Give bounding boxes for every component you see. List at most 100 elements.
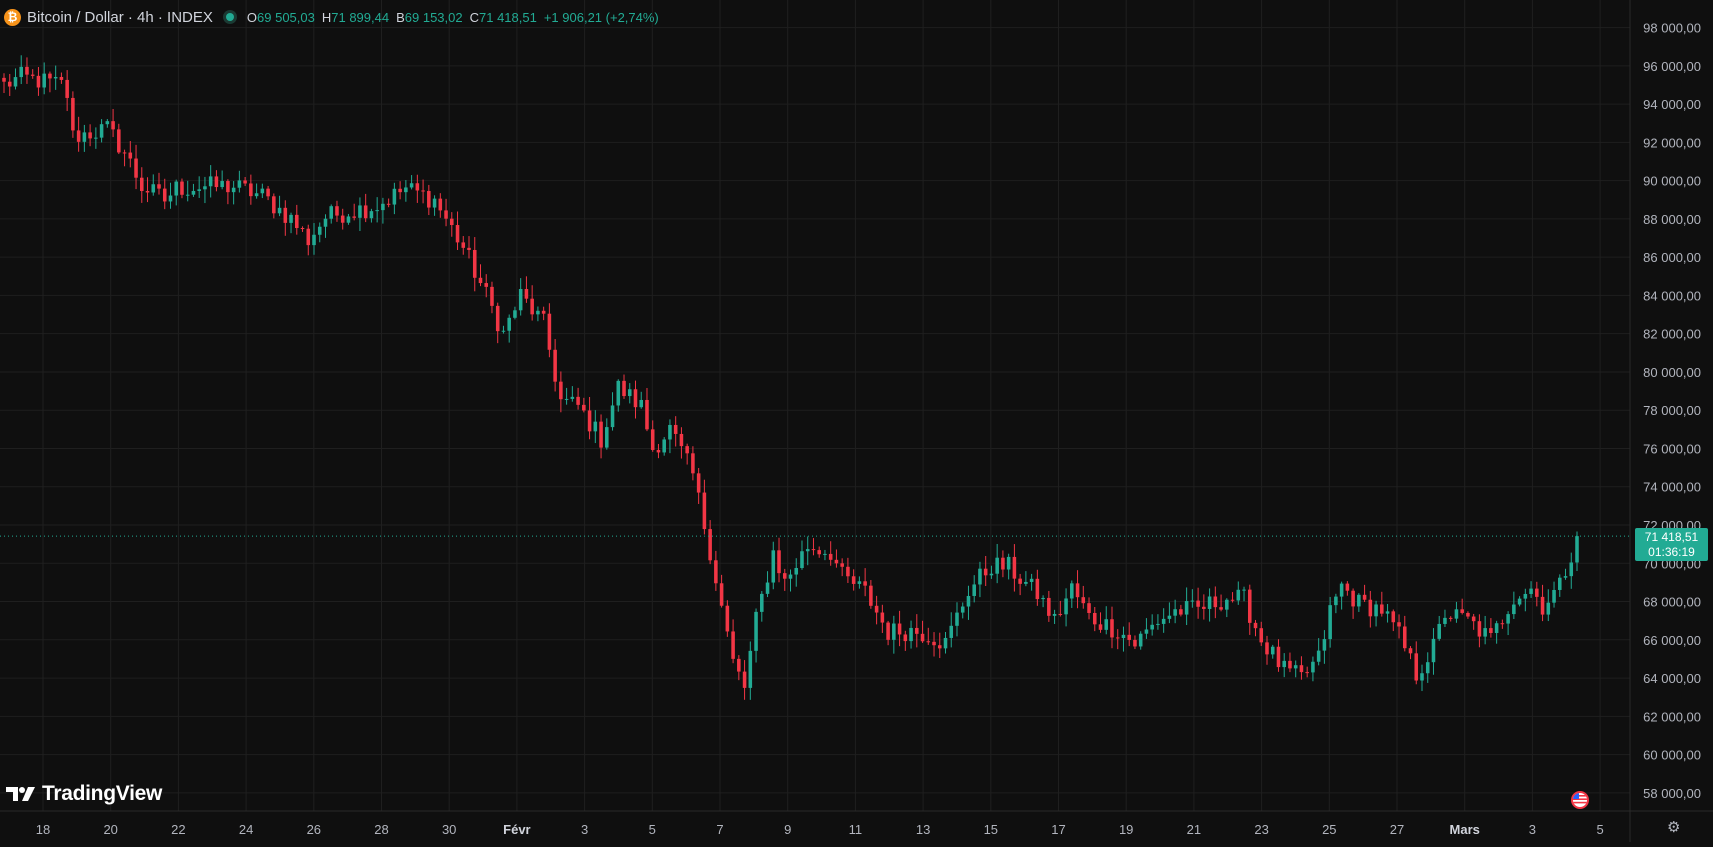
candle[interactable] [1477,614,1482,648]
candle[interactable] [1305,666,1309,678]
candle[interactable] [111,109,115,138]
candle[interactable] [1259,621,1264,646]
candle[interactable] [737,655,741,681]
candle[interactable] [128,141,133,168]
candle[interactable] [1385,603,1390,623]
candle[interactable] [1563,568,1568,580]
candle[interactable] [742,660,747,700]
candle[interactable] [1380,591,1384,617]
candle[interactable] [1001,550,1005,578]
candle[interactable] [237,170,242,193]
candle[interactable] [1024,571,1028,587]
candle[interactable] [1242,586,1246,602]
candle[interactable] [1443,609,1447,627]
candle[interactable] [1075,570,1080,609]
candle[interactable] [1282,653,1286,678]
candle[interactable] [501,325,506,334]
candle[interactable] [1070,580,1074,608]
tradingview-logo[interactable]: TradingView [6,782,162,806]
candle[interactable] [811,538,816,556]
candle[interactable] [82,124,87,152]
candle[interactable] [415,174,420,203]
us-flag-icon[interactable] [1571,791,1589,809]
candle[interactable] [283,200,288,236]
candle[interactable] [1179,604,1183,617]
candle[interactable] [168,182,173,209]
candle[interactable] [30,69,35,79]
candle[interactable] [1311,656,1315,682]
candle[interactable] [1202,594,1206,620]
candle[interactable] [1236,581,1241,605]
candle[interactable] [243,177,247,187]
candle[interactable] [461,236,466,255]
candle[interactable] [909,620,913,649]
candle[interactable] [134,144,138,190]
candle[interactable] [874,595,879,625]
candle[interactable] [536,306,540,322]
candle[interactable] [1448,616,1453,622]
candle[interactable] [99,119,104,143]
candle[interactable] [639,391,644,409]
candle[interactable] [943,632,948,654]
candle[interactable] [610,392,615,431]
candle[interactable] [725,600,730,637]
candle[interactable] [714,550,718,591]
candle[interactable] [335,200,339,222]
candle[interactable] [312,223,316,255]
candle[interactable] [668,419,672,454]
candle[interactable] [1334,593,1338,614]
candle[interactable] [1213,586,1218,619]
candle[interactable] [7,73,12,96]
candle[interactable] [748,641,753,700]
candle[interactable] [679,427,684,459]
candle[interactable] [771,541,776,590]
candle[interactable] [857,576,862,589]
candle[interactable] [696,467,701,504]
candle[interactable] [1207,588,1212,622]
candle[interactable] [226,179,230,205]
candle[interactable] [174,179,179,206]
candle[interactable] [777,537,781,583]
candle[interactable] [599,414,603,459]
candle[interactable] [427,184,431,216]
candle[interactable] [1018,573,1022,596]
candle[interactable] [1494,620,1499,644]
candle[interactable] [1092,607,1097,632]
candle[interactable] [1557,574,1562,597]
candle[interactable] [788,569,793,592]
candle[interactable] [231,181,236,205]
candle[interactable] [886,620,890,646]
candle[interactable] [1121,626,1126,652]
candle[interactable] [495,302,500,344]
candle[interactable] [823,549,827,561]
candle[interactable] [926,627,931,645]
candle[interactable] [450,212,454,237]
candle[interactable] [691,446,695,481]
candle[interactable] [346,213,351,225]
candle[interactable] [645,387,649,432]
candle[interactable] [1368,590,1373,628]
candle[interactable] [782,568,787,591]
candle[interactable] [708,520,712,565]
candle[interactable] [840,558,844,577]
candle[interactable] [587,396,592,440]
candle[interactable] [19,55,24,85]
candle[interactable] [513,306,517,320]
candle[interactable] [1035,569,1040,606]
candle[interactable] [1293,660,1298,678]
candle[interactable] [1150,614,1154,636]
candle[interactable] [323,214,328,238]
candle[interactable] [467,236,471,259]
candle[interactable] [576,387,580,410]
candle[interactable] [1190,589,1195,608]
candle[interactable] [306,224,311,256]
candle[interactable] [897,610,902,647]
candle[interactable] [1029,573,1034,591]
candle[interactable] [214,170,219,192]
candle[interactable] [1552,581,1556,608]
candle[interactable] [932,632,936,657]
symbol-title[interactable]: Bitcoin / Dollar · 4h · INDEX [27,8,213,26]
candle[interactable] [800,540,804,570]
candle[interactable] [1052,609,1057,624]
